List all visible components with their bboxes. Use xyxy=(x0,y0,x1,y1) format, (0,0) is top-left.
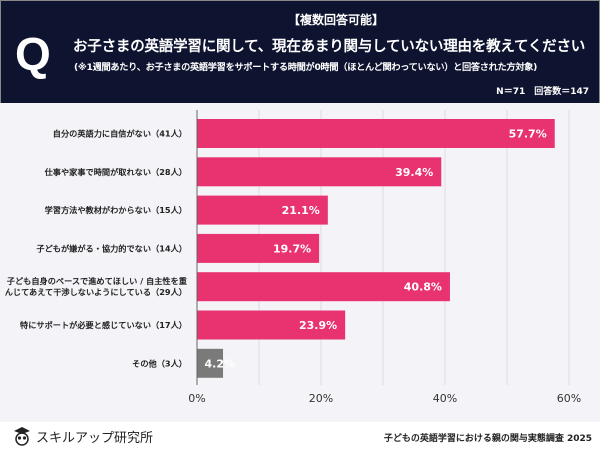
q-mark-icon: Q xyxy=(15,28,51,80)
value-label: 19.7% xyxy=(273,242,311,255)
x-tick-label: 20% xyxy=(309,392,333,405)
x-tick-label: 0% xyxy=(188,392,205,405)
category-label: 特にサポートが必要と感じていない（17人） xyxy=(20,320,187,330)
question-note: (※1週間あたり、お子さまの英語学習をサポートする時間が0時間（ほとんど関わって… xyxy=(74,62,537,73)
category-label: 自分の英語力に自信がない（41人） xyxy=(53,129,187,139)
logo-text: スキルアップ研究所 xyxy=(36,430,154,446)
footer: スキルアップ研究所 子どもの英語学習における親の関与実態調査 2025 xyxy=(0,422,600,450)
logo: スキルアップ研究所 xyxy=(12,426,153,446)
category-label: 学習方法や教材がわからない（15人） xyxy=(45,205,187,215)
value-label: 4.2% xyxy=(205,357,236,370)
owl-mascot-icon xyxy=(14,427,30,446)
sample-size: N＝71 回答数＝147 xyxy=(496,87,589,97)
value-label: 40.8% xyxy=(404,281,442,294)
survey-source: 子どもの英語学習における親の関与実態調査 2025 xyxy=(383,434,592,444)
multiple-answer-tag: 【複数回答可能】 xyxy=(287,13,384,27)
question-title: お子さまの英語学習に関して、現在あまり関与していない理由を教えてください xyxy=(73,39,586,55)
category-label: 子どもが嫌がる・協力的でない（14人） xyxy=(36,243,187,253)
bar xyxy=(197,195,328,225)
category-label: その他（3人） xyxy=(132,358,187,368)
x-tick-label: 40% xyxy=(433,392,457,405)
bar xyxy=(197,348,224,378)
category-label: 子ども自身のペースで進めてほしい / 自主性を重 xyxy=(7,276,187,286)
bar xyxy=(197,157,442,187)
category-label: 仕事や家事で時間が取れない（28人） xyxy=(44,167,187,177)
bar xyxy=(197,310,346,340)
value-label: 39.4% xyxy=(395,166,433,179)
header: Q 【複数回答可能】 お子さまの英語学習に関して、現在あまり関与していない理由を… xyxy=(0,0,600,103)
bar xyxy=(197,272,450,302)
value-label: 21.1% xyxy=(282,204,320,217)
x-tick-label: 60% xyxy=(557,392,581,405)
category-label: んじてあえて干渉しないようにしている（29人） xyxy=(5,287,187,297)
value-label: 23.9% xyxy=(299,319,337,332)
value-label: 57.7% xyxy=(509,128,547,141)
bar xyxy=(197,233,320,263)
bar xyxy=(197,119,555,148)
